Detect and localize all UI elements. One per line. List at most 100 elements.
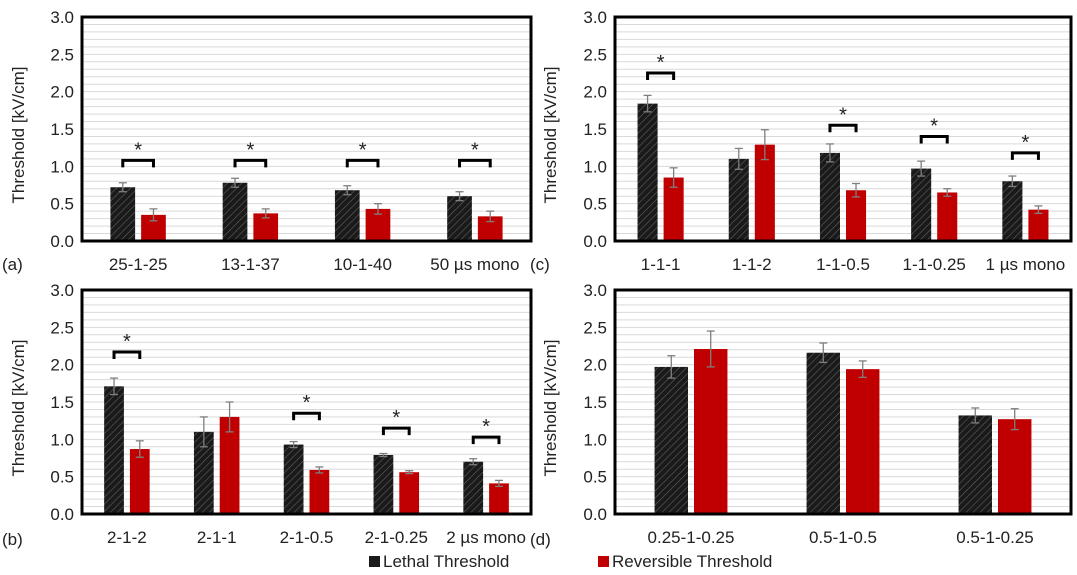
category-label: 2-1-0.5	[280, 528, 334, 547]
y-tick-label: 0.0	[583, 232, 607, 251]
plot-frame	[613, 15, 1073, 243]
significance-star: *	[471, 139, 479, 161]
category-label: 1-1-1	[641, 255, 681, 274]
bar-lethal	[373, 455, 394, 514]
bar-lethal	[637, 103, 658, 241]
panel-tag: (b)	[2, 530, 23, 549]
significance-bracket	[1010, 151, 1040, 160]
panel-tag: (a)	[2, 255, 23, 274]
significance-star: *	[392, 407, 400, 429]
bar-reversible	[309, 469, 330, 514]
bar-lethal	[447, 196, 472, 241]
bar-reversible	[937, 192, 958, 241]
y-tick-label: 1.5	[583, 393, 607, 412]
significance-bracket	[458, 158, 492, 168]
significance-bracket	[381, 426, 411, 436]
y-tick-label: 2.0	[583, 356, 607, 375]
significance-bracket	[112, 350, 142, 359]
significance-bracket	[121, 158, 155, 168]
bar-reversible	[1028, 209, 1049, 241]
category-label: 2-1-1	[197, 528, 237, 547]
category-label: 13-1-37	[221, 255, 280, 274]
y-tick-label: 2.5	[583, 45, 607, 64]
category-label: 2-1-0.25	[365, 528, 428, 547]
bar-lethal	[806, 352, 840, 514]
category-label: 0.25-1-0.25	[648, 528, 735, 547]
y-tick-label: 1.0	[583, 157, 607, 176]
bar-lethal	[193, 431, 214, 514]
bar-lethal	[110, 187, 136, 241]
category-label: 1-1-0.25	[903, 255, 966, 274]
legend-label-reversible: Reversible Threshold	[612, 552, 772, 571]
y-tick-label: 0.5	[50, 468, 74, 487]
category-label: 1-1-0.5	[816, 255, 870, 274]
y-tick-label: 0.0	[583, 505, 607, 524]
panel-tag: (c)	[530, 255, 550, 274]
significance-bracket	[233, 158, 268, 168]
bar-lethal	[104, 386, 124, 514]
y-tick-label: 1.5	[50, 393, 74, 412]
category-label: 0.5-1-0.25	[956, 528, 1034, 547]
category-label: 25-1-25	[109, 255, 168, 274]
significance-bracket	[471, 435, 501, 445]
y-axis-label: Threshold [kV/cm]	[9, 340, 28, 477]
y-tick-label: 2.5	[583, 318, 607, 337]
legend-label-lethal: Lethal Threshold	[383, 552, 509, 571]
chart-panel: 0.0 0.5 1.0 1.5 2.0 2.5 3.0 Threshold [kV/cm] 0.…	[530, 281, 1073, 549]
y-tick-label: 2.0	[50, 356, 74, 375]
bar-reversible	[998, 419, 1032, 514]
bar-lethal	[334, 190, 360, 241]
significance-star: *	[482, 416, 490, 438]
y-tick-label: 2.5	[50, 318, 74, 337]
y-axis-label: Threshold [kV/cm]	[541, 340, 560, 477]
chart-panels: 0.0 0.5 1.0 1.5 2.0 2.5 3.0 Threshold [kV/cm] 25…	[2, 8, 1073, 549]
bar-lethal	[463, 461, 484, 514]
bar-reversible	[219, 416, 240, 514]
bar-lethal	[654, 366, 688, 514]
y-tick-label: 3.0	[50, 8, 74, 27]
bar-lethal	[283, 444, 304, 514]
significance-bracket	[345, 158, 380, 168]
bar-lethal	[819, 152, 840, 241]
bar-lethal	[728, 158, 749, 241]
category-label: 2-1-2	[107, 528, 147, 547]
bar-reversible	[129, 449, 150, 514]
bar-lethal	[1002, 181, 1023, 241]
category-label: 0.5-1-0.5	[809, 528, 877, 547]
y-tick-label: 2.5	[50, 45, 74, 64]
significance-star: *	[839, 104, 847, 126]
category-label: 1-1-2	[732, 255, 772, 274]
category-label: 1 µs mono	[986, 255, 1066, 274]
plot-frame	[80, 15, 533, 243]
y-tick-label: 0.5	[50, 195, 74, 214]
y-tick-label: 1.0	[50, 157, 74, 176]
plot-frame	[80, 288, 533, 516]
y-tick-label: 0.0	[50, 505, 74, 524]
chart-panel: 0.0 0.5 1.0 1.5 2.0 2.5 3.0 Threshold [kV/cm] 25…	[2, 8, 533, 274]
bar-reversible	[754, 144, 775, 241]
y-tick-label: 3.0	[583, 8, 607, 27]
significance-star: *	[359, 139, 367, 161]
bar-lethal	[911, 168, 932, 241]
y-tick-label: 1.5	[50, 120, 74, 139]
significance-star: *	[123, 331, 131, 353]
y-tick-label: 0.5	[583, 195, 607, 214]
significance-bracket	[292, 411, 321, 421]
y-tick-label: 1.0	[583, 430, 607, 449]
bar-reversible	[489, 483, 509, 514]
legend-swatch-lethal	[369, 556, 380, 567]
bar-reversible	[663, 177, 684, 241]
significance-star: *	[303, 392, 311, 414]
bar-reversible	[694, 348, 728, 514]
significance-bracket	[646, 71, 676, 80]
y-axis-label: Threshold [kV/cm]	[9, 67, 28, 204]
y-tick-label: 1.5	[583, 120, 607, 139]
significance-star: *	[657, 52, 665, 74]
panel-tag: (d)	[530, 530, 551, 549]
significance-star: *	[930, 115, 938, 137]
bar-lethal	[222, 182, 248, 241]
y-tick-label: 3.0	[583, 281, 607, 300]
chart-panel: 0.0 0.5 1.0 1.5 2.0 2.5 3.0 Threshold [kV/cm] 2-…	[2, 281, 533, 549]
significance-star: *	[246, 139, 254, 161]
